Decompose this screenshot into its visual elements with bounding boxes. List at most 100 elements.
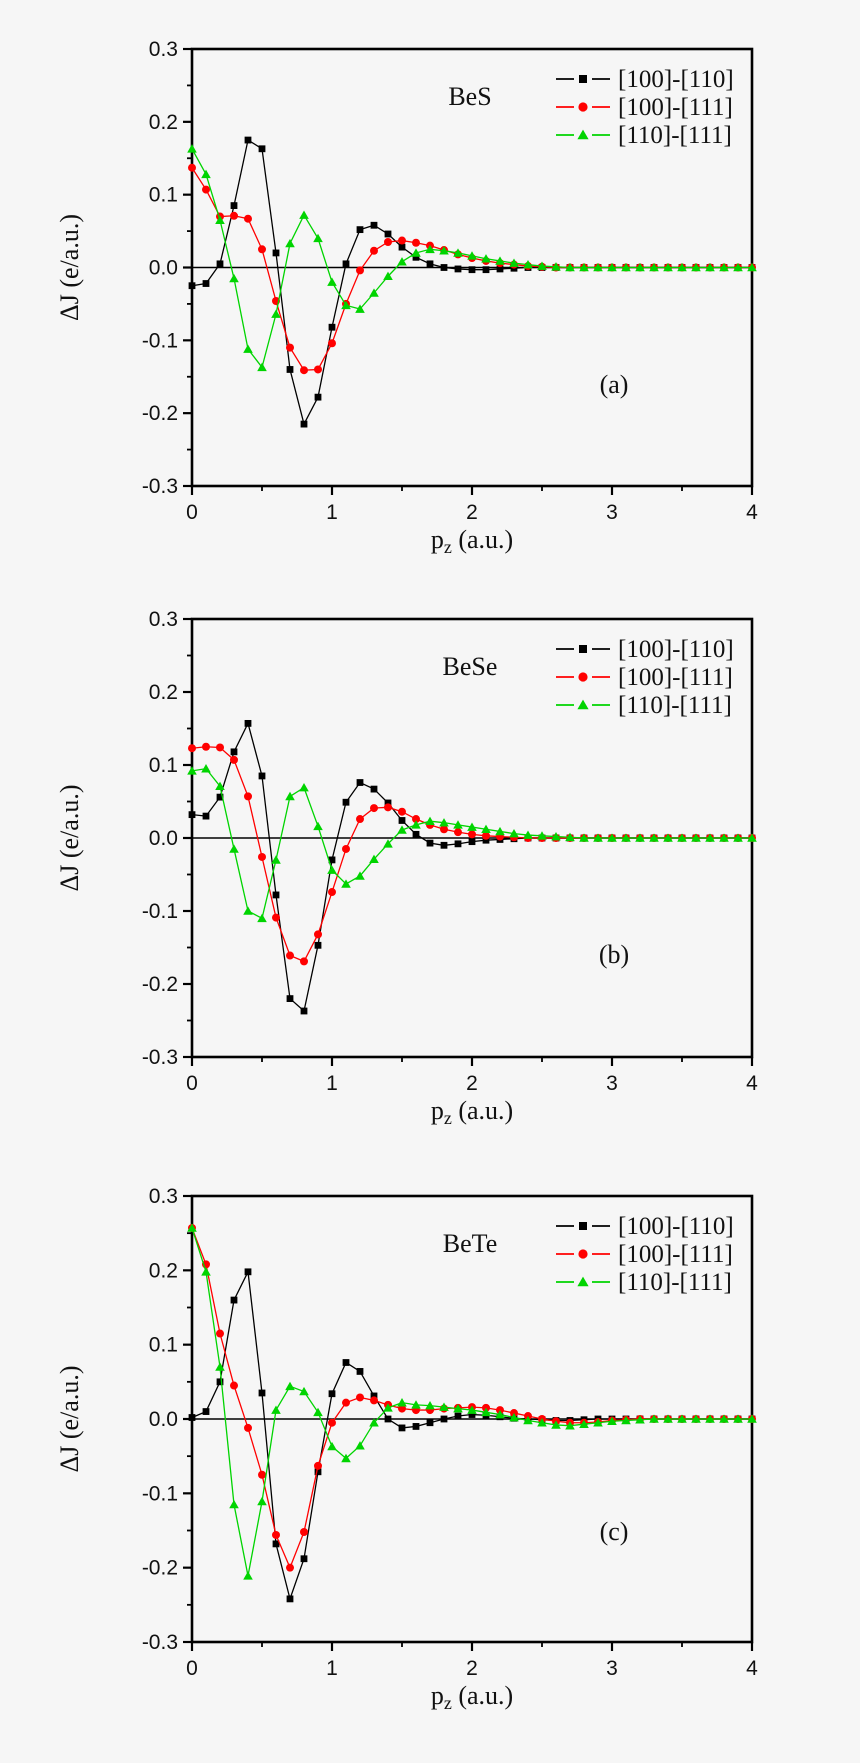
panel-letter: (b) [599, 940, 629, 969]
data-point-square [272, 891, 280, 899]
data-point-square [328, 1390, 336, 1398]
data-point-triangle [229, 273, 239, 283]
x-tick-label: 4 [746, 1072, 758, 1095]
data-point-triangle [467, 251, 477, 260]
data-point-triangle [397, 1398, 407, 1407]
legend: [100]-[110][100]-[111][110]-[111] [556, 66, 734, 149]
x-tick-label: 2 [466, 1072, 478, 1095]
data-point-square [398, 1424, 406, 1432]
panel-letter: (a) [600, 370, 629, 399]
data-point-circle [328, 1418, 336, 1427]
legend-triangle-marker-icon [577, 1276, 589, 1287]
data-point-square [272, 1540, 280, 1548]
data-point-triangle [621, 262, 631, 272]
data-point-square [216, 1378, 224, 1386]
panel-title: BeS [448, 82, 491, 111]
data-point-triangle [187, 766, 197, 775]
data-point-circle [328, 339, 336, 348]
data-point-triangle [341, 879, 351, 888]
data-point-circle [398, 1404, 406, 1413]
data-point-circle [314, 930, 322, 939]
legend-entry-label: [110]-[111] [618, 122, 732, 149]
data-point-circle [412, 238, 420, 247]
data-point-triangle [733, 1414, 743, 1423]
data-point-triangle [229, 1499, 239, 1509]
data-point-triangle [481, 824, 491, 834]
data-point-triangle [509, 258, 519, 267]
data-point-square [370, 1392, 378, 1400]
y-tick-label: -0.3 [142, 1046, 178, 1069]
y-tick-label: 0.0 [149, 1408, 178, 1431]
data-point-square [188, 1414, 196, 1421]
data-point-triangle [733, 833, 743, 842]
data-point-triangle [579, 833, 589, 842]
x-tick-label: 3 [606, 1657, 618, 1680]
data-point-square [314, 393, 322, 401]
data-point-circle [202, 185, 210, 194]
series-line-circle [191, 746, 752, 963]
data-point-triangle [677, 262, 687, 272]
data-point-square [272, 249, 280, 257]
y-tick-label: 0.0 [149, 257, 178, 280]
data-point-square [370, 221, 378, 229]
data-point-triangle [355, 871, 365, 880]
series-line-square [191, 138, 752, 426]
data-point-triangle [201, 764, 211, 773]
x-tick-label: 3 [606, 501, 618, 524]
data-point-triangle [341, 1453, 351, 1463]
data-point-triangle [579, 1419, 589, 1429]
data-point-triangle [663, 833, 673, 842]
data-point-circle [258, 852, 266, 861]
data-point-triangle [355, 1441, 365, 1450]
data-point-circle [300, 366, 308, 375]
y-tick-label: 0.2 [149, 681, 178, 704]
x-tick-label: 0 [186, 501, 198, 524]
data-point-triangle [215, 215, 225, 224]
y-axis-title: ΔJ (e/a.u.) [55, 1366, 84, 1473]
data-point-square [370, 785, 378, 793]
data-point-triangle [495, 1409, 505, 1419]
data-point-square [412, 253, 420, 261]
data-point-square [244, 1268, 252, 1276]
data-point-circle [258, 1470, 266, 1479]
legend-entry-label: [110]-[111] [618, 692, 732, 719]
y-tick-label: -0.3 [142, 475, 178, 498]
y-axis-title: ΔJ (e/a.u.) [55, 214, 84, 321]
data-point-triangle [411, 248, 421, 257]
data-point-square [286, 995, 294, 1002]
x-tick-label: 1 [326, 1072, 338, 1095]
legend-entry-label: [100]-[111] [618, 94, 733, 121]
data-point-square [454, 1412, 462, 1420]
data-point-triangle [453, 1403, 463, 1413]
data-point-triangle [649, 262, 659, 272]
data-point-triangle [411, 1400, 421, 1409]
data-point-triangle [425, 1401, 435, 1410]
data-point-square [482, 836, 490, 844]
data-point-square [216, 793, 224, 801]
data-point-square [454, 840, 462, 848]
data-point-triangle [593, 833, 603, 842]
data-point-triangle [257, 362, 267, 372]
data-point-circle [342, 844, 350, 853]
legend-triangle-marker-icon [577, 129, 589, 140]
legend: [100]-[110][100]-[111][110]-[111] [556, 1213, 734, 1296]
data-point-triangle [523, 259, 533, 269]
data-point-square [258, 772, 266, 780]
data-point-triangle [369, 1418, 379, 1427]
data-point-circle [370, 246, 378, 255]
panel-letter: (c) [600, 1517, 629, 1546]
y-tick-label: -0.1 [142, 900, 178, 923]
data-point-triangle [257, 1496, 267, 1506]
data-point-triangle [551, 831, 561, 841]
data-point-triangle [439, 1402, 449, 1411]
data-point-triangle [285, 1381, 295, 1391]
data-point-square [216, 260, 224, 268]
y-tick-label: -0.1 [142, 329, 178, 352]
x-axis-title: pz (a.u.) [431, 525, 513, 557]
data-point-square [496, 265, 504, 273]
data-point-triangle [327, 1441, 337, 1451]
data-point-square [188, 282, 196, 290]
y-tick-label: -0.2 [142, 1557, 178, 1580]
legend: [100]-[110][100]-[111][110]-[111] [556, 636, 734, 719]
